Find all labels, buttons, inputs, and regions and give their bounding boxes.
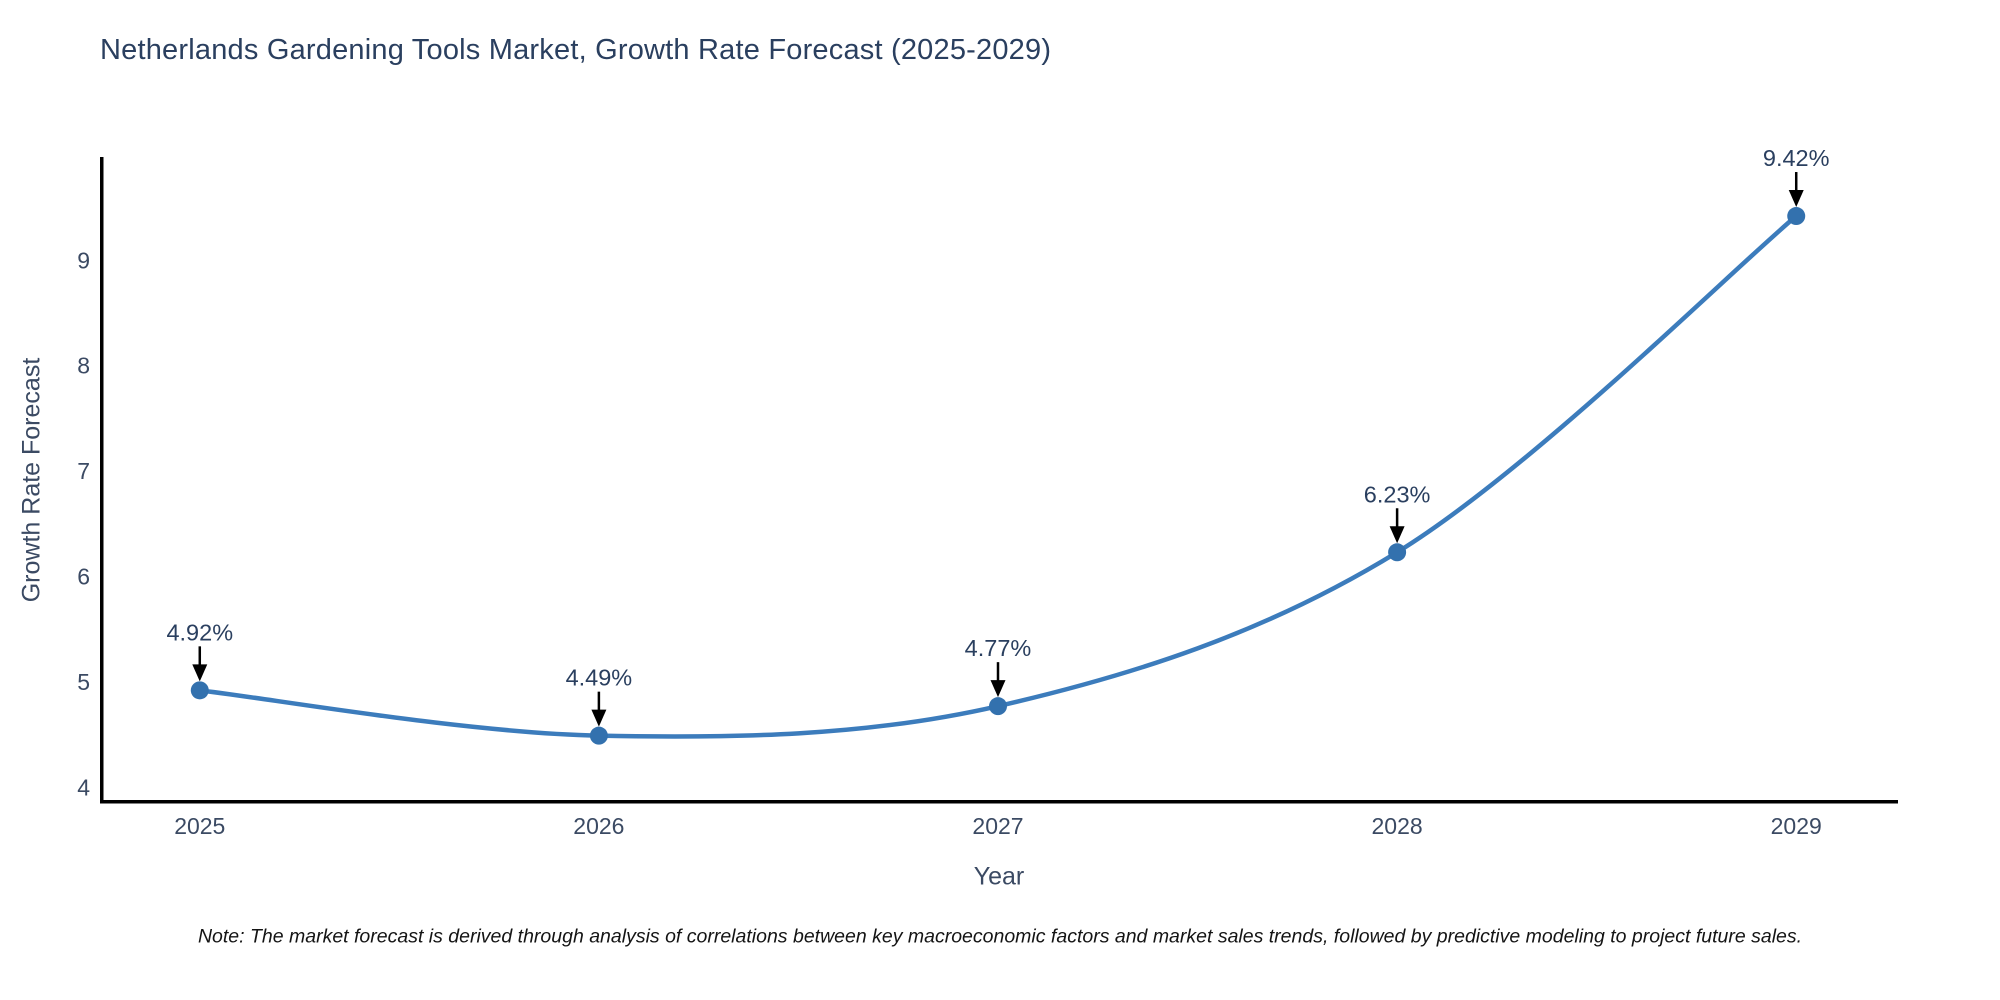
x-tick-label: 2026 [573, 813, 624, 839]
x-tick-label: 2025 [174, 813, 225, 839]
chart-title: Netherlands Gardening Tools Market, Grow… [100, 34, 1052, 66]
annotation-label: 4.77% [965, 635, 1032, 661]
data-point-marker[interactable] [1388, 543, 1407, 562]
annotation-arrowhead-icon [192, 664, 208, 682]
data-point-marker[interactable] [190, 681, 209, 700]
data-point-marker[interactable] [1787, 207, 1806, 226]
annotation-label: 9.42% [1763, 145, 1830, 171]
x-tick-label: 2028 [1372, 813, 1423, 839]
annotation-label: 4.92% [166, 619, 233, 645]
x-tick-label: 2027 [972, 813, 1023, 839]
annotation-arrowhead-icon [591, 709, 607, 727]
y-tick-label: 6 [77, 563, 90, 589]
annotation-arrowhead-icon [990, 680, 1006, 698]
data-point-marker[interactable] [589, 726, 608, 745]
x-axis-title: Year [973, 862, 1025, 891]
footnote: Note: The market forecast is derived thr… [197, 925, 1803, 948]
y-tick-label: 4 [77, 774, 90, 800]
y-tick-label: 5 [77, 669, 90, 695]
x-tick-label: 2029 [1771, 813, 1822, 839]
data-point-marker[interactable] [989, 697, 1008, 716]
y-axis-title: Growth Rate Forecast [17, 357, 46, 603]
y-tick-label: 7 [77, 458, 90, 484]
y-tick-label: 8 [77, 353, 90, 379]
annotation-label: 4.49% [566, 665, 633, 691]
annotation-label: 6.23% [1364, 481, 1431, 507]
annotation-arrowhead-icon [1788, 190, 1804, 208]
annotation-arrowhead-icon [1389, 526, 1405, 544]
y-tick-label: 9 [77, 247, 90, 273]
